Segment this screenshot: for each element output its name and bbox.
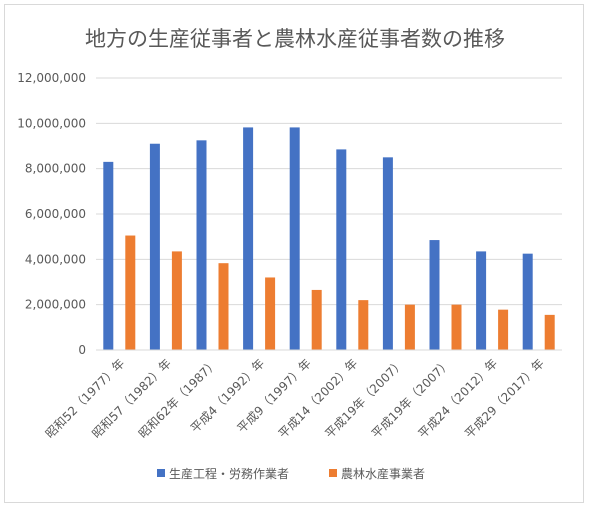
bar-production (476, 251, 487, 350)
legend-label: 農林水産事業者 (341, 466, 425, 481)
gridlines (96, 77, 562, 351)
bars (103, 127, 555, 350)
bar-agriculture (265, 277, 276, 350)
legend-label: 生産工程・労務作業者 (169, 466, 289, 481)
y-tick-label: 8,000,000 (25, 162, 86, 176)
bar-agriculture (218, 263, 229, 350)
x-tick-label: 平成19年（2007） (322, 356, 407, 441)
bar-agriculture (544, 314, 555, 350)
bar-agriculture (311, 289, 322, 350)
bar-production (336, 149, 347, 350)
bar-production (382, 157, 393, 350)
x-axis: 昭和52（1977）年昭和57（1982）年昭和62年（1987）平成4（199… (43, 349, 562, 441)
y-tick-label: 12,000,000 (17, 71, 86, 85)
x-tick-label: 平成29（2017）年 (462, 356, 547, 441)
x-tick-label: 昭和62年（1987） (136, 356, 221, 441)
bar-agriculture (404, 304, 415, 350)
bar-production (196, 140, 207, 350)
y-tick-label: 6,000,000 (25, 207, 86, 221)
bar-production (149, 143, 160, 350)
chart-title: 地方の生産従事者と農林水産従事者数の推移 (85, 27, 505, 51)
bar-production (289, 127, 300, 350)
bar-production (243, 127, 254, 350)
bar-agriculture (358, 300, 369, 350)
bar-agriculture (125, 235, 136, 350)
y-tick-label: 2,000,000 (25, 298, 86, 312)
bar-production (103, 161, 114, 350)
x-tick-label: 昭和52（1977）年 (43, 356, 128, 441)
x-tick-label: 平成19年（2007） (369, 356, 454, 441)
bar-production (522, 253, 533, 350)
bar-agriculture (171, 251, 182, 350)
bar-production (429, 240, 440, 350)
legend-swatch (157, 469, 165, 477)
x-tick-label: 平成14（2002）年 (276, 356, 361, 441)
legend: 生産工程・労務作業者 農林水産事業者 (157, 466, 425, 481)
legend-swatch (329, 469, 337, 477)
bar-agriculture (451, 304, 462, 350)
y-tick-label: 4,000,000 (25, 252, 86, 266)
chart-frame (4, 4, 584, 503)
y-tick-label: 10,000,000 (17, 116, 86, 130)
bar-agriculture (498, 309, 509, 350)
x-tick-label: 平成24（2012）年 (416, 356, 501, 441)
y-tick-label: 0 (78, 343, 86, 357)
x-tick-label: 昭和57（1982）年 (89, 356, 174, 441)
y-axis: 0 2,000,000 4,000,000 6,000,000 8,000,000 10,… (17, 71, 86, 357)
